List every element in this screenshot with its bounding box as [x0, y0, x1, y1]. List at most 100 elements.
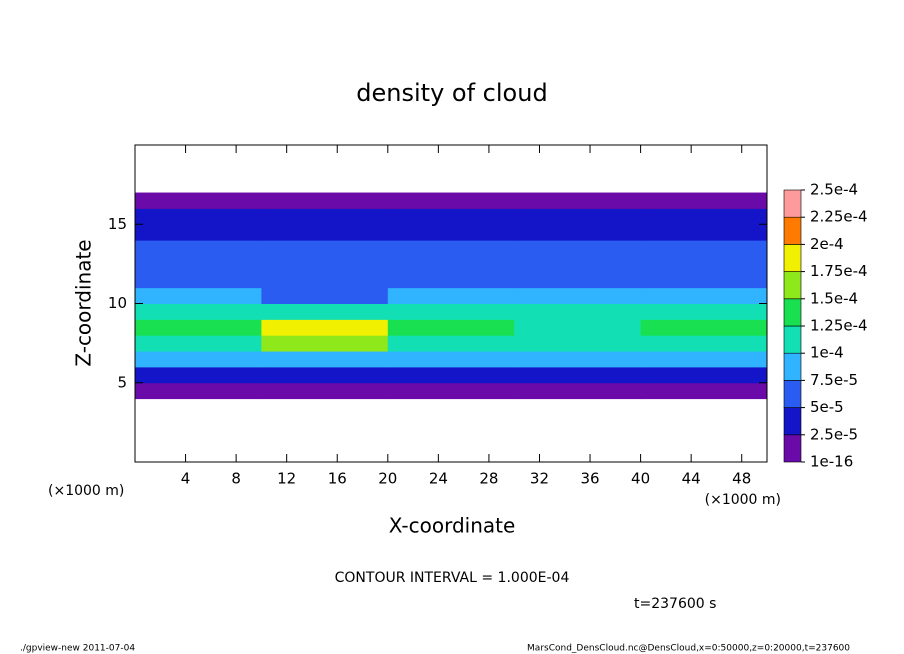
cell: [514, 303, 642, 320]
cell: [640, 303, 768, 320]
colorbar-label: 1e-16: [810, 453, 853, 471]
cell: [261, 192, 389, 209]
x-tick-label: 24: [429, 470, 448, 488]
colorbar-box: [783, 189, 802, 218]
y-tick-label: 5: [117, 373, 127, 391]
chart-title: density of cloud: [356, 79, 547, 107]
cell: [387, 319, 515, 336]
x-tick-label: 16: [328, 470, 347, 488]
cell: [261, 351, 389, 368]
colorbar-box: [783, 434, 802, 463]
y-tick-label: 10: [108, 294, 127, 312]
colorbar-label: 1.5e-4: [810, 289, 858, 307]
y-axis-label: Z-coordinate: [72, 239, 96, 366]
cell: [640, 335, 768, 352]
x-tick-label: 12: [277, 470, 296, 488]
cell: [640, 240, 768, 257]
colorbar-box: [783, 216, 802, 245]
cell: [640, 255, 768, 273]
colorbar-label: 5e-5: [810, 398, 844, 416]
cell: [135, 208, 262, 225]
cell: [135, 366, 262, 384]
y-tick-label: 15: [108, 215, 127, 233]
x-tick-label: 44: [682, 470, 701, 488]
cell: [387, 351, 515, 368]
y-unit: (×1000 m): [48, 483, 124, 499]
cell: [640, 287, 768, 304]
cell: [261, 319, 389, 336]
cell: [640, 271, 768, 289]
colorbar-label: 2e-4: [810, 235, 844, 253]
colorbar-label: 1e-4: [810, 344, 844, 362]
colorbar-box: [783, 352, 802, 381]
colorbar-label: 2.5e-4: [810, 181, 858, 199]
cell: [514, 366, 642, 384]
colorbar-label: 7.5e-5: [810, 371, 858, 389]
cell: [135, 255, 262, 273]
cell: [514, 287, 642, 304]
cell: [261, 208, 389, 225]
x-tick-label: 36: [580, 470, 599, 488]
cell: [514, 271, 642, 289]
cell: [261, 287, 389, 304]
cell: [387, 271, 515, 289]
colorbar-box: [783, 407, 802, 436]
colorbar-label: 1.75e-4: [810, 262, 868, 280]
footer-left: ./gpview-new 2011-07-04: [20, 644, 135, 654]
cell: [514, 335, 642, 352]
cell: [261, 335, 389, 352]
cell: [387, 240, 515, 257]
cell: [135, 287, 262, 304]
x-tick-label: 48: [732, 470, 751, 488]
colorbar-box: [783, 244, 802, 272]
cell: [514, 224, 642, 241]
cell: [514, 240, 642, 257]
cell: [387, 382, 515, 400]
cell: [514, 208, 642, 225]
cell: [387, 303, 515, 320]
cell: [514, 255, 642, 273]
colorbar-label: 2.25e-4: [810, 208, 868, 226]
cell: [261, 303, 389, 320]
x-axis-label: X-coordinate: [389, 514, 516, 538]
x-tick-label: 40: [631, 470, 650, 488]
x-tick-label: 28: [479, 470, 498, 488]
cell: [261, 366, 389, 384]
colorbar-box: [783, 325, 802, 354]
cell: [135, 319, 262, 336]
cell: [261, 382, 389, 400]
footer-right: MarsCond_DensCloud.nc@DensCloud,x=0:5000…: [527, 644, 850, 654]
cell: [514, 382, 642, 400]
cell: [640, 224, 768, 241]
cell: [514, 319, 642, 336]
x-tick-label: 8: [231, 470, 241, 488]
cell: [135, 240, 262, 257]
cell: [135, 271, 262, 289]
x-unit: (×1000 m): [705, 492, 781, 508]
colorbar-box: [783, 380, 802, 408]
cell: [135, 351, 262, 368]
cell: [387, 335, 515, 352]
cell: [135, 335, 262, 352]
cell: [640, 366, 768, 384]
contour-note: CONTOUR INTERVAL = 1.000E-04: [335, 570, 570, 586]
cell: [387, 287, 515, 304]
cell: [387, 208, 515, 225]
cell: [387, 255, 515, 273]
cell: [514, 192, 642, 209]
x-tick-label: 32: [530, 470, 549, 488]
cell: [261, 255, 389, 273]
cell: [135, 303, 262, 320]
cell: [640, 192, 768, 209]
cell: [261, 240, 389, 257]
cell: [135, 192, 262, 209]
cell: [640, 208, 768, 225]
cell: [135, 224, 262, 241]
x-tick-label: 20: [378, 470, 397, 488]
cell: [261, 224, 389, 241]
cell: [387, 224, 515, 241]
colorbar-box: [783, 298, 802, 327]
cell: [640, 351, 768, 368]
cell: [387, 366, 515, 384]
